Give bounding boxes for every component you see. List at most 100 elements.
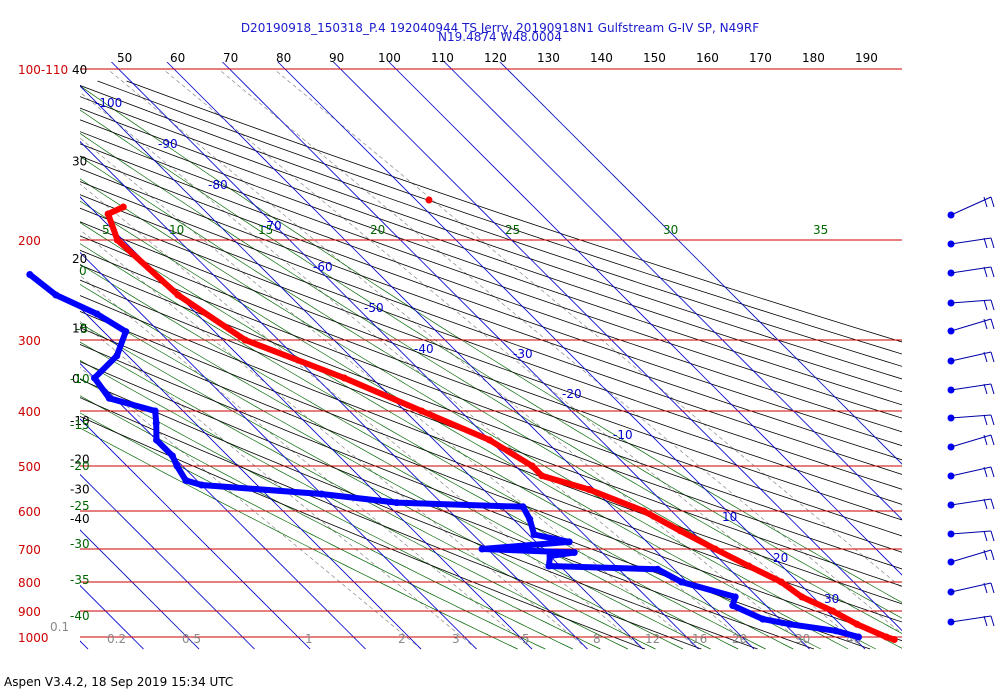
isotherm-line [388,62,902,576]
wind-barb-feather [983,237,988,249]
dry-adiabat-line [80,107,902,393]
top-temperature-tick-label: 100 [378,51,401,65]
trace-point [829,607,837,615]
mixing-ratio-label: 0.2 [107,632,126,646]
altitude-tick-label: -30 [70,483,90,497]
mixing-ratio-label: 0.5 [182,632,201,646]
dry-adiabat-line [80,279,902,587]
altitude-tick-label: -10 [70,414,90,428]
dry-adiabat-line [80,84,902,367]
top-temperature-tick-label: 60 [170,51,185,65]
isotherm-line [110,62,699,650]
top-temperature-tick-label: 110 [431,51,454,65]
isotherm-line [277,62,866,650]
trace-point [882,633,890,641]
dry-adiabat-line [80,264,902,570]
top-temperature-tick-label: 50 [117,51,132,65]
moist-adiabat-line [80,200,849,650]
theta-e-label: 5 [102,223,110,237]
trace-point [122,328,130,336]
pressure-tick-label: 100-110 [18,63,68,77]
top-temperature-tick-label: 180 [802,51,825,65]
trace-point [198,481,205,489]
isotherm-line [80,307,422,650]
theta-e-label: 20 [370,223,385,237]
trace-point [151,407,159,415]
dry-adiabat-line [80,397,702,650]
isotherm-line [80,640,89,650]
altitude-tick-label: -40 [70,512,90,526]
theta-e-label: -25 [70,499,90,513]
trace-point [853,620,861,628]
trace-point [113,352,121,360]
dry-adiabat-line [80,343,871,650]
wind-barb-feather [983,414,988,426]
mixing-ratio-line [80,137,699,650]
isotherm-label: -30 [513,347,533,361]
mixing-ratio-label: 16 [692,632,707,646]
wind-barb-feather [990,582,995,594]
pressure-tick-label: 900 [18,605,41,619]
wind-barb-feather [990,498,995,510]
wind-barb-feather [983,549,988,561]
dry-adiabat-line [80,181,902,475]
trace-point [585,486,593,493]
isotherm-line [80,473,255,650]
trace-point [777,578,785,586]
trace-point [786,620,794,628]
trace-point [318,490,325,498]
footer-version-text: Aspen V3.4.2, 18 Sep 2019 15:34 UTC [4,675,234,689]
top-temperature-tick-label: 150 [643,51,666,65]
mixing-ratio-label: 5 [522,632,530,646]
trace-point [654,565,662,573]
axis-labels: 100-110200300400500600700800900100040302… [18,51,878,646]
trace-point [538,472,546,480]
dry-adiabat-line [80,249,902,553]
trace-point [711,545,719,553]
theta-e-label: 25 [505,223,520,237]
mixing-ratio-label: 1 [305,632,313,646]
isotherm-line [221,62,810,650]
wind-barb-feather [983,530,988,542]
temperature-trace [104,196,898,643]
isotherm-label: 30 [824,592,839,606]
theta-e-label: -15 [70,418,90,432]
pressure-tick-label: 500 [18,460,41,474]
wind-barb-feather [983,383,988,395]
pressure-tick-label: 200 [18,234,41,248]
isotherm-line [80,529,200,650]
wind-barbs [947,196,995,627]
mixing-ratio-label: 30 [795,632,810,646]
theta-e-label: 35 [813,223,828,237]
mixing-ratio-line [107,68,810,650]
dry-adiabat-line [80,207,902,505]
altitude-tick-label: 40 [72,63,87,77]
wind-barb-feather [990,237,995,249]
moist-adiabat-line [80,133,902,634]
altitude-tick-label: -20 [70,453,90,467]
trace-point [798,593,806,601]
trace-point [519,503,527,511]
trace-point [26,271,34,278]
dry-adiabat-line [80,295,902,605]
moist-adiabat-line [80,243,794,650]
trace-point [526,515,534,523]
trace-point [478,545,486,553]
isotherm-line [0,56,33,649]
top-temperature-tick-label: 80 [276,51,291,65]
theta-e-label: -30 [70,537,90,551]
theta-e-label: -5 [76,322,88,336]
trace-point [173,462,181,470]
isotherm-line [443,62,902,521]
isotherm-line [166,62,755,650]
wind-barb-feather [990,299,995,311]
moist-adiabat-line [80,427,518,650]
wind-barb-feather [990,549,995,561]
isotherm-label: -10 [613,428,633,442]
theta-e-label: -40 [70,609,90,623]
top-temperature-tick-label: 70 [223,51,238,65]
isotherm-line [80,418,311,650]
dry-adiabat-line [126,80,902,343]
moist-adiabat-line [80,412,546,650]
theta-e-label: 15 [258,223,273,237]
